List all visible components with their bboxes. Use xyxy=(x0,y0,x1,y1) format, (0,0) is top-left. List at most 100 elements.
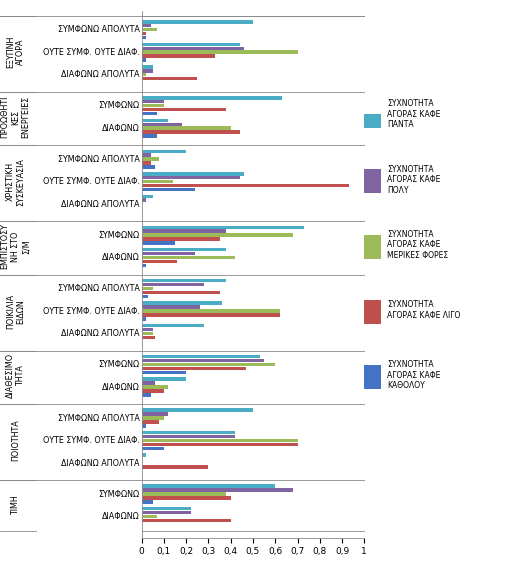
Bar xyxy=(141,317,146,321)
Bar xyxy=(141,229,226,233)
Bar xyxy=(141,180,173,184)
FancyBboxPatch shape xyxy=(364,169,381,193)
Bar xyxy=(141,367,246,370)
Bar xyxy=(141,264,146,267)
Bar xyxy=(141,295,148,298)
Bar xyxy=(141,100,164,104)
Bar xyxy=(141,355,259,359)
Text: ΣΥΧΝΟΤΗΤΑ
ΑΓΟΡΑΣ ΚΑΦΕ
ΠΑΝΤΑ: ΣΥΧΝΟΤΗΤΑ ΑΓΟΡΑΣ ΚΑΦΕ ΠΑΝΤΑ xyxy=(386,100,439,129)
Bar xyxy=(141,36,146,39)
Bar xyxy=(141,378,186,381)
Bar xyxy=(141,507,190,510)
Text: ΣΥΧΝΟΤΗΤΑ
ΑΓΟΡΑΣ ΚΑΦΕ
ΜΕΡΙΚΕΣ ΦΟΡΕΣ: ΣΥΧΝΟΤΗΤΑ ΑΓΟΡΑΣ ΚΑΦΕ ΜΕΡΙΚΕΣ ΦΟΡΕΣ xyxy=(386,230,447,260)
Text: ΟΥΤΕ ΣΥΜΦ. ΟΥΤΕ ΔΙΑΦ.: ΟΥΤΕ ΣΥΜΦ. ΟΥΤΕ ΔΙΑΦ. xyxy=(42,307,139,316)
Bar xyxy=(141,309,279,313)
Bar xyxy=(141,511,190,514)
Bar xyxy=(141,233,292,237)
Bar xyxy=(141,336,155,339)
Text: ΣΥΜΦΩΝΩ: ΣΥΜΦΩΝΩ xyxy=(98,101,139,110)
Bar xyxy=(141,393,150,397)
Text: ΔΙΑΘΕΣΙΜΟ
ΤΗΤΑ: ΔΙΑΘΕΣΙΜΟ ΤΗΤΑ xyxy=(6,353,25,399)
Text: ΤΙΜΗ: ΤΙΜΗ xyxy=(11,495,20,515)
Text: ΔΙΑΦΩΝΩ: ΔΙΑΦΩΝΩ xyxy=(102,124,139,133)
Bar xyxy=(141,252,195,256)
FancyBboxPatch shape xyxy=(364,300,381,324)
Bar xyxy=(141,454,146,457)
Text: ΕΜΠΙΣΤΟΣΥ
ΝΗ ΣΤΟ
Σ/Μ: ΕΜΠΙΣΤΟΣΥ ΝΗ ΣΤΟ Σ/Μ xyxy=(1,224,30,269)
Bar xyxy=(141,73,146,77)
Bar xyxy=(141,363,275,366)
Bar xyxy=(141,412,168,416)
Bar xyxy=(141,260,177,263)
Text: ΣΥΜΦΩΝΩ ΑΠΟΛΥΤΑ: ΣΥΜΦΩΝΩ ΑΠΟΛΥΤΑ xyxy=(58,284,139,293)
Bar xyxy=(141,492,226,496)
Bar xyxy=(141,28,157,31)
Bar xyxy=(141,328,153,331)
Bar xyxy=(141,248,226,252)
Bar xyxy=(141,519,230,522)
FancyBboxPatch shape xyxy=(364,235,381,259)
Bar xyxy=(141,447,164,450)
Bar xyxy=(141,20,252,23)
Text: ΣΥΜΦΩΝΩ: ΣΥΜΦΩΝΩ xyxy=(98,360,139,369)
Bar xyxy=(141,488,292,492)
Text: ΣΥΧΝΟΤΗΤΑ
ΑΓΟΡΑΣ ΚΑΦΕ ΛΙΓΟ: ΣΥΧΝΟΤΗΤΑ ΑΓΟΡΑΣ ΚΑΦΕ ΛΙΓΟ xyxy=(386,300,460,320)
Text: ΔΙΑΦΩΝΩ ΑΠΟΛΥΤΑ: ΔΙΑΦΩΝΩ ΑΠΟΛΥΤΑ xyxy=(61,200,139,209)
Bar xyxy=(141,424,146,428)
Bar xyxy=(141,287,153,291)
Text: ΔΙΑΦΩΝΩ ΑΠΟΛΥΤΑ: ΔΙΑΦΩΝΩ ΑΠΟΛΥΤΑ xyxy=(61,329,139,338)
FancyBboxPatch shape xyxy=(364,365,381,389)
Bar xyxy=(141,359,264,363)
Bar xyxy=(141,194,153,198)
Bar xyxy=(141,465,208,468)
Bar xyxy=(141,149,186,153)
Bar xyxy=(141,390,164,393)
Bar xyxy=(141,291,219,294)
Bar xyxy=(141,386,168,389)
FancyBboxPatch shape xyxy=(364,104,381,128)
Bar xyxy=(141,104,164,108)
Bar xyxy=(141,153,150,157)
Bar xyxy=(141,443,297,446)
Bar xyxy=(141,32,146,35)
Bar xyxy=(141,225,304,229)
Bar xyxy=(141,382,155,385)
Text: ΠΡΟΩΘΗΤΙ
ΚΕΣ
ΕΝΕΡΓΕΙΕΣ: ΠΡΟΩΘΗΤΙ ΚΕΣ ΕΝΕΡΓΕΙΕΣ xyxy=(1,96,30,138)
Bar xyxy=(141,77,197,81)
Bar xyxy=(141,172,243,176)
Bar xyxy=(141,122,181,126)
Bar xyxy=(141,371,186,374)
Bar xyxy=(141,42,239,46)
Text: ΣΥΜΦΩΝΩ: ΣΥΜΦΩΝΩ xyxy=(98,231,139,240)
Bar xyxy=(141,500,153,503)
Text: ΟΥΤΕ ΣΥΜΦ. ΟΥΤΕ ΔΙΑΦ.: ΟΥΤΕ ΣΥΜΦ. ΟΥΤΕ ΔΙΑΦ. xyxy=(42,47,139,57)
Bar xyxy=(141,165,155,169)
Bar xyxy=(141,58,146,62)
Text: ΟΥΤΕ ΣΥΜΦ. ΟΥΤΕ ΔΙΑΦ.: ΟΥΤΕ ΣΥΜΦ. ΟΥΤΕ ΔΙΑΦ. xyxy=(42,436,139,445)
Text: ΔΙΑΦΩΝΩ: ΔΙΑΦΩΝΩ xyxy=(102,253,139,262)
Bar xyxy=(141,301,221,305)
Bar xyxy=(141,484,275,488)
Text: ΣΥΧΝΟΤΗΤΑ
ΑΓΟΡΑΣ ΚΑΦΕ
ΚΑΘΟΛΟΥ: ΣΥΧΝΟΤΗΤΑ ΑΓΟΡΑΣ ΚΑΦΕ ΚΑΘΟΛΟΥ xyxy=(386,360,439,390)
Text: ΔΙΑΦΩΝΩ ΑΠΟΛΥΤΑ: ΔΙΑΦΩΝΩ ΑΠΟΛΥΤΑ xyxy=(61,459,139,467)
Bar xyxy=(141,283,204,287)
Bar xyxy=(141,130,239,134)
Bar xyxy=(141,184,348,187)
Bar xyxy=(141,54,215,58)
Text: ΠΟΙΚΙΛΙΑ
ΕΙΔΩΝ: ΠΟΙΚΙΛΙΑ ΕΙΔΩΝ xyxy=(6,293,25,329)
Bar xyxy=(141,256,235,259)
Bar xyxy=(141,279,226,283)
Bar xyxy=(141,65,153,69)
Bar xyxy=(141,112,157,116)
Bar xyxy=(141,420,159,424)
Bar xyxy=(141,305,199,309)
Bar xyxy=(141,408,252,412)
Bar xyxy=(141,237,219,241)
Bar xyxy=(141,324,204,328)
Bar xyxy=(141,188,195,191)
Text: ΔΙΑΦΩΝΩ: ΔΙΑΦΩΝΩ xyxy=(102,512,139,521)
Text: ΣΥΜΦΩΝΩ: ΣΥΜΦΩΝΩ xyxy=(98,490,139,499)
Bar xyxy=(141,496,230,500)
Bar xyxy=(141,241,175,245)
Bar xyxy=(141,439,297,442)
